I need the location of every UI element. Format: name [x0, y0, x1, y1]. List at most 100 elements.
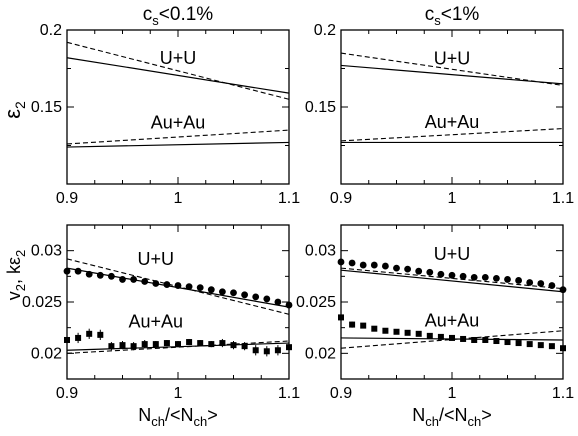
data-point-circle: [174, 282, 182, 289]
dashed-line: [340, 52, 564, 86]
data-point-square: [219, 340, 226, 347]
x-tick-label: 0.9: [330, 385, 352, 402]
data-point-square: [360, 322, 367, 329]
annotation-uu: U+U: [160, 48, 197, 68]
data-point-circle: [141, 278, 149, 285]
data-point-square: [449, 334, 455, 341]
data-point-square: [119, 342, 126, 349]
data-point-square: [208, 341, 215, 348]
panel-bottom-right: 0.9 1 1.1 0.02 0.025 0.03 U+U Au+Au: [296, 224, 574, 402]
dashed-line: [66, 129, 290, 145]
data-point-square: [141, 341, 148, 348]
data-point-square: [393, 328, 400, 335]
data-point-circle: [437, 270, 445, 278]
data-point-square: [526, 341, 533, 348]
annotation-uu: U+U: [434, 244, 471, 264]
data-point-circle: [185, 283, 193, 290]
y-tick-label: 0.025: [22, 294, 62, 311]
x-tick-label: 1.1: [552, 385, 574, 402]
data-point-circle: [119, 276, 126, 283]
data-point-circle: [163, 281, 171, 288]
data-point-square: [197, 340, 204, 347]
data-point-square: [515, 340, 522, 347]
panel-top-left: 0.9 1 1.1 0.15 0.2 U+U Au+Au: [31, 22, 300, 207]
data-point-circle: [96, 271, 104, 279]
data-point-circle: [337, 258, 345, 266]
annotation-auau: Au+Au: [129, 312, 184, 332]
data-point-circle: [196, 284, 204, 292]
data-point-square: [274, 347, 281, 354]
solid-line: [340, 64, 564, 85]
data-point-circle: [548, 282, 556, 289]
data-point-circle: [370, 261, 378, 269]
annotation-auau: Au+Au: [151, 113, 206, 133]
data-point-square: [338, 314, 344, 321]
data-point-circle: [448, 271, 456, 279]
x-tick-label: 1.1: [278, 190, 300, 207]
data-point-circle: [470, 273, 478, 281]
x-tick-label: 0.9: [56, 385, 78, 402]
data-point-square: [504, 339, 511, 346]
annotation-uu: U+U: [434, 49, 471, 69]
data-point-square: [75, 334, 82, 341]
data-point-square: [152, 341, 159, 348]
data-point-square: [382, 327, 389, 334]
y-tick-label: 0.2: [314, 22, 336, 39]
data-point-square: [349, 321, 356, 328]
xlabel-right: Nch/<Nch>: [412, 405, 492, 429]
data-point-square: [263, 348, 270, 355]
data-point-circle: [481, 273, 489, 281]
data-point-circle: [426, 268, 434, 276]
y-tick-label: 0.15: [305, 99, 336, 116]
data-point-circle: [230, 289, 237, 297]
data-point-circle: [207, 286, 215, 294]
dashed-line: [66, 340, 290, 354]
data-point-circle: [130, 276, 138, 283]
data-point-square: [548, 343, 555, 350]
data-point-square: [86, 330, 93, 337]
solid-line: [66, 141, 290, 148]
data-point-square: [186, 339, 193, 346]
data-point-square: [108, 343, 115, 350]
data-point-square: [64, 336, 70, 343]
data-point-circle: [108, 272, 115, 280]
data-point-square: [130, 343, 137, 350]
solid-line: [340, 269, 564, 293]
data-point-circle: [241, 291, 249, 299]
data-point-square: [97, 331, 104, 338]
data-point-square: [230, 342, 237, 349]
data-point-circle: [263, 295, 271, 303]
data-point-square: [286, 344, 292, 351]
dashed-line: [340, 267, 564, 290]
data-point-circle: [459, 272, 467, 280]
y-tick-label: 0.03: [31, 243, 62, 260]
data-point-circle: [359, 261, 367, 269]
data-point-square: [371, 325, 378, 332]
x-tick-label: 1: [448, 385, 457, 402]
x-tick-label: 0.9: [330, 190, 352, 207]
data-point-circle: [382, 262, 389, 270]
data-point-square: [252, 347, 259, 354]
x-tick-label: 0.9: [56, 190, 78, 207]
title-left: cs<0.1%: [143, 4, 214, 28]
panel-bottom-left: 0.9 1 1.1 0.02 0.025 0.03 U+U Au+Au: [22, 224, 300, 402]
data-point-circle: [404, 265, 411, 273]
x-tick-label: 1: [174, 385, 183, 402]
data-point-circle: [63, 267, 71, 275]
dashed-line: [340, 128, 564, 142]
dashed-line: [340, 330, 564, 349]
data-point-circle: [74, 267, 82, 275]
annotation-uu: U+U: [138, 249, 175, 269]
data-point-square: [241, 343, 248, 350]
y-tick-label: 0.2: [40, 22, 62, 39]
data-point-square: [537, 342, 544, 349]
data-point-circle: [285, 301, 293, 309]
y-tick-label: 0.03: [305, 243, 336, 260]
y-tick-label: 0.02: [305, 345, 336, 362]
x-tick-label: 1: [174, 190, 183, 207]
y-tick-label: 0.02: [31, 345, 62, 362]
data-point-square: [471, 336, 478, 343]
data-point-circle: [526, 279, 534, 286]
data-point-square: [404, 329, 411, 336]
data-point-circle: [504, 276, 511, 283]
